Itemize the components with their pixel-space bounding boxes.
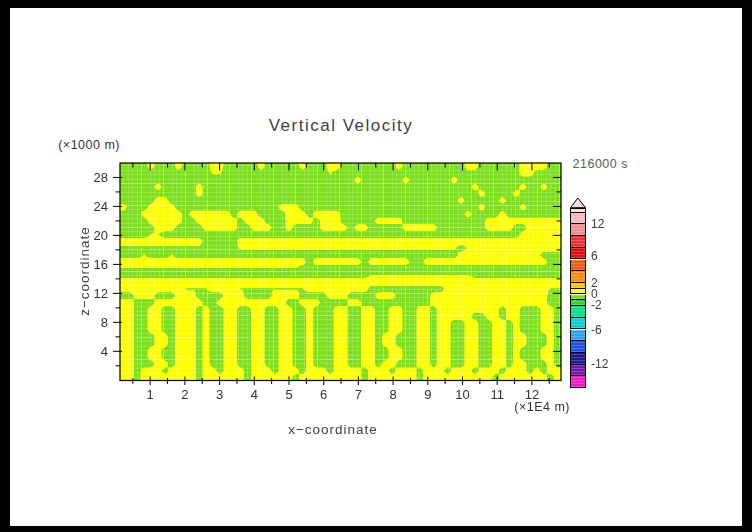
x-tick-label: 4 bbox=[239, 387, 269, 402]
colorbar-band bbox=[570, 271, 586, 283]
colorbar-tick-label: -6 bbox=[591, 323, 625, 337]
colorbar-tick-label: 6 bbox=[591, 249, 625, 263]
x-axis-units: (×1E4 m) bbox=[480, 400, 570, 414]
x-tick-label: 9 bbox=[413, 387, 443, 402]
axes-frame bbox=[10, 8, 742, 526]
figure-canvas: Vertical Velocity (×1000 m) 216000 s 123… bbox=[10, 8, 742, 526]
colorbar-band bbox=[570, 213, 586, 225]
colorbar-band bbox=[570, 260, 586, 272]
colorbar-band bbox=[570, 306, 586, 318]
colorbar-tick-label: 12 bbox=[591, 217, 625, 231]
colorbar-band bbox=[570, 236, 586, 248]
colorbar-band bbox=[570, 318, 586, 330]
x-tick-label: 10 bbox=[448, 387, 478, 402]
x-tick-label: 1 bbox=[135, 387, 165, 402]
colorbar-band bbox=[570, 365, 586, 377]
z-tick-label: 4 bbox=[82, 344, 108, 359]
colorbar-band bbox=[570, 341, 586, 353]
x-axis-label: x−coordinate bbox=[233, 422, 433, 437]
x-tick-label: 3 bbox=[205, 387, 235, 402]
colorbar-band bbox=[570, 353, 586, 365]
x-tick-label: 2 bbox=[170, 387, 200, 402]
x-tick-label: 5 bbox=[274, 387, 304, 402]
colorbar-tick-label: -2 bbox=[591, 298, 625, 312]
z-axis-label: z−coordinate bbox=[77, 206, 93, 336]
colorbar-tick-label: -12 bbox=[591, 357, 625, 371]
colorbar-band bbox=[570, 376, 586, 387]
screenshot: { "title": "Vertical Velocity", "timesta… bbox=[0, 0, 752, 532]
colorbar-band bbox=[570, 248, 586, 260]
x-tick-label: 8 bbox=[378, 387, 408, 402]
colorbar-band bbox=[570, 330, 586, 342]
colorbar-band bbox=[570, 224, 586, 236]
z-tick-label: 28 bbox=[82, 170, 108, 185]
x-tick-label: 7 bbox=[343, 387, 373, 402]
x-tick-label: 6 bbox=[309, 387, 339, 402]
